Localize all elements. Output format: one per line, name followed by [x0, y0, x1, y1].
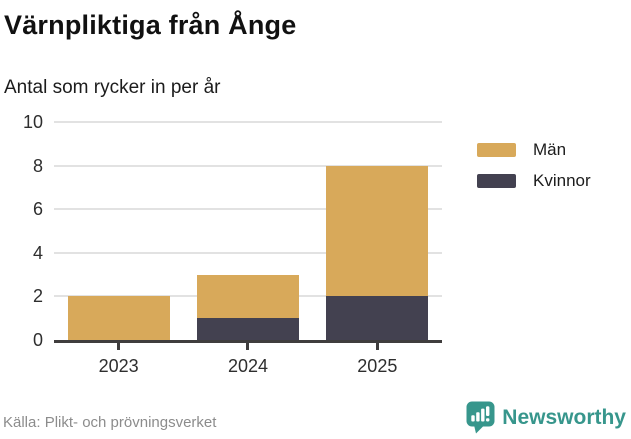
gridline	[54, 208, 442, 211]
bar-group	[183, 122, 312, 340]
bar-segment-women	[196, 318, 299, 340]
legend-label: Män	[533, 140, 567, 159]
legend-swatch	[477, 143, 516, 157]
newsworthy-icon	[466, 401, 495, 434]
stacked-bar	[67, 296, 170, 340]
bar-segment-men	[67, 296, 170, 340]
x-axis-cell: 2024	[183, 343, 312, 377]
chart-area: 0 2 4 6 8 10 2023 2024 2025 Män Kvinnor	[4, 113, 623, 377]
bar-segment-women	[326, 296, 429, 340]
y-tick-label: 0	[32, 330, 43, 350]
gridline	[54, 164, 442, 167]
x-tick-label: 2025	[357, 356, 398, 376]
stacked-bar	[326, 165, 429, 340]
page-title: Värnpliktiga från Ånge	[4, 10, 297, 40]
x-tick-mark	[375, 343, 379, 350]
y-tick-label: 4	[32, 242, 43, 263]
x-tick-label: 2023	[98, 356, 139, 376]
newsworthy-wordmark: Newsworthy	[502, 405, 626, 429]
newsworthy-logo: Newsworthy	[466, 401, 626, 434]
x-tick-mark	[117, 343, 121, 350]
x-axis-cell: 2025	[313, 343, 442, 377]
x-axis-cell: 2023	[54, 343, 183, 377]
x-tick-label: 2024	[227, 356, 269, 376]
plot-area	[54, 121, 442, 343]
y-tick-label: 6	[32, 199, 43, 220]
bar-segment-men	[326, 165, 429, 297]
gridline	[54, 251, 442, 254]
legend-item: Kvinnor	[477, 171, 591, 191]
chart-subtitle: Antal som rycker in per år	[4, 77, 221, 98]
bar-group	[54, 122, 183, 340]
bar-chart: 0 2 4 6 8 10 2023 2024 2025	[4, 113, 442, 377]
y-axis: 0 2 4 6 8 10	[4, 113, 54, 349]
x-axis: 2023 2024 2025	[54, 343, 442, 377]
y-tick-label: 10	[22, 112, 43, 132]
chart-legend: Män Kvinnor	[477, 140, 591, 202]
y-tick-label: 2	[32, 286, 43, 307]
gridline	[54, 121, 442, 123]
y-tick-label: 8	[32, 155, 43, 176]
bar-group	[313, 122, 442, 340]
legend-label: Kvinnor	[533, 171, 591, 190]
x-axis-spacer	[4, 343, 54, 377]
bar-segment-men	[196, 274, 299, 319]
legend-item: Män	[477, 140, 591, 160]
bars-container	[54, 122, 442, 340]
stacked-bar	[196, 274, 299, 340]
legend-swatch	[477, 174, 516, 188]
source-note: Källa: Plikt- och prövningsverket	[3, 414, 217, 431]
x-tick-mark	[246, 343, 250, 350]
